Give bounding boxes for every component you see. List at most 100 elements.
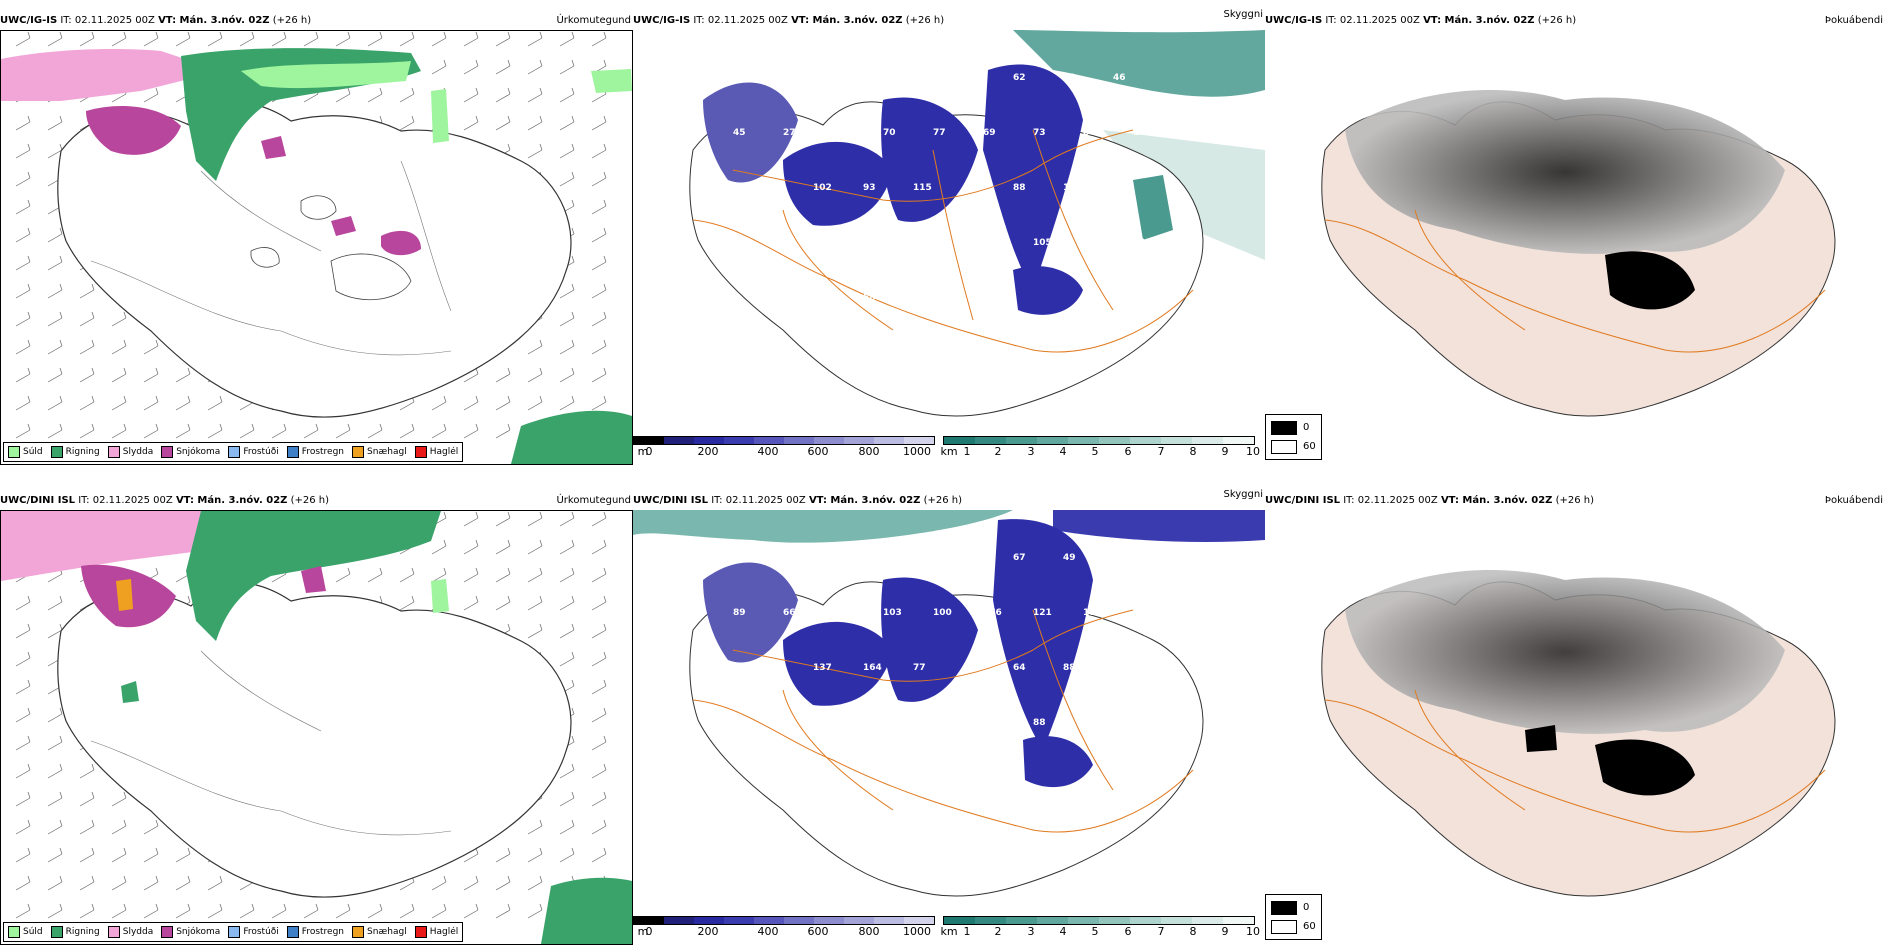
ceiling-value-label: 102 [813, 183, 832, 193]
legend-swatch [50, 446, 63, 458]
visibility-colorbar-swatches [943, 916, 1255, 925]
legend-item: Snæhagl [352, 446, 407, 458]
ceiling-value-label: 45 [733, 128, 746, 138]
legend-swatch [414, 446, 427, 458]
init-time: IT: 02.11.2025 00Z [1325, 15, 1420, 26]
fog-legend-label: 0 [1303, 902, 1310, 913]
legend-label: Snjókoma [176, 447, 221, 457]
ceiling-value-label: 66 [783, 608, 796, 618]
tick-label: 3 [1027, 925, 1035, 938]
model-name: UWC/IG-IS [1265, 15, 1323, 26]
tick-label: 10 [1246, 445, 1260, 458]
legend-label: Slydda [122, 927, 154, 937]
ceiling-value-label: 103 [883, 608, 902, 618]
fog-map [1265, 30, 1900, 465]
tick-label: 6 [1124, 445, 1132, 458]
legend-label: Súld [23, 447, 43, 457]
ceiling-value-label: 87 [963, 663, 976, 673]
legend-item: Haglél [414, 446, 458, 458]
ceiling-value-label: 12 [913, 293, 926, 303]
tick-label: 1000 [903, 445, 931, 458]
tick-label: 800 [858, 925, 880, 938]
legend-swatch [352, 926, 365, 938]
tick-label: 1000 [903, 925, 931, 938]
valid-time: VT: Mán. 3.nóv. 02Z [808, 495, 921, 506]
ceiling-value-label: 148 [833, 128, 852, 138]
ceiling-map-svg: 60 55 183 382 155 209 62 51 46 45 274 148 70 77 69 73 84… [689, 30, 1265, 417]
panel-title: Þokuábendi [1824, 15, 1883, 26]
legend-label: Frostregn [301, 927, 345, 937]
iceland-coastline [57, 582, 572, 898]
tick-label: 8 [1189, 925, 1197, 938]
fog-swatch-black [1271, 420, 1297, 435]
ceiling-value-label: 176 [983, 608, 1002, 618]
ceiling-value-label: 126 [813, 293, 832, 303]
tick-label: 5 [1091, 445, 1099, 458]
legend-swatch [228, 446, 241, 458]
model-name: UWC/DINI ISL [0, 495, 76, 506]
ceiling-value-label: 110 [1133, 128, 1152, 138]
valid-time: VT: Mán. 3.nóv. 02Z [791, 15, 903, 26]
legend-label: Rigning [65, 927, 100, 937]
precip-map: Súld Rigning Slydda Snjókoma Frostúði Fr… [0, 510, 633, 945]
ceiling-value-label: 88 [1033, 718, 1046, 728]
tick-label: 4 [1059, 925, 1067, 938]
valid-time: VT: Mán. 3.nóv. 02Z [1423, 15, 1535, 26]
precip-type-panel-top: UWC/IG-IS IT: 02.11.2025 00Z VT: Mán. 3.… [0, 12, 633, 465]
legend-swatch [414, 926, 427, 938]
panel-title: Úrkomutegund [556, 15, 631, 26]
tick-label: 8 [1189, 445, 1197, 458]
ceiling-visibility-panel-top: UWC/IG-IS IT: 02.11.2025 00Z VT: Mán. 3.… [633, 9, 1265, 465]
tick-label: 10 [1246, 925, 1260, 938]
ceiling-value-label: 70 [883, 128, 896, 138]
tick-label: 400 [757, 925, 779, 938]
legend-item: Frostregn [286, 926, 345, 938]
ceiling-value-label: 67 [963, 183, 976, 193]
legend-label: Súld [23, 927, 43, 937]
legend-swatch [107, 446, 120, 458]
init-time: IT: 02.11.2025 00Z [60, 15, 155, 26]
ceiling-value-label: 137 [813, 663, 832, 673]
ceiling-value-label: 61 [813, 553, 826, 563]
ceiling-value-labels: 251 83 61 48 206 163 67 49 43 89 66 57 103 100 176 121 1… [713, 553, 1152, 728]
tick-label: 0 [645, 445, 653, 458]
legend-label: Snæhagl [367, 927, 407, 937]
fog-legend: 0 60 [1265, 894, 1322, 940]
ceiling-value-label: 172 [713, 293, 732, 303]
ceiling-value-label: 109 [933, 718, 952, 728]
ceiling-value-label: 43 [1113, 553, 1126, 563]
ceiling-value-label: 163 [963, 553, 982, 563]
ceiling-value-label: 887 [763, 663, 782, 673]
tick-label: 9 [1221, 445, 1229, 458]
fog-legend-label: 60 [1303, 921, 1316, 932]
ceiling-value-label: 73 [1033, 128, 1046, 138]
legend-item: Slydda [107, 926, 154, 938]
fog-legend: 0 60 [1265, 414, 1322, 460]
legend-swatch [107, 926, 120, 938]
unit-label: km [940, 445, 958, 458]
lead-time: (+26 h) [923, 495, 963, 506]
tick-label: 200 [697, 445, 719, 458]
valid-time: VT: Mán. 3.nóv. 02Z [1440, 495, 1553, 506]
tick-label: 600 [807, 925, 829, 938]
ceiling-value-label: 51 [1063, 73, 1076, 83]
ceiling-value-label: 322 [1133, 238, 1152, 248]
ceiling-colorbar-ticks: m 0 200 400 600 800 1000 [633, 445, 935, 459]
precip-areas [1, 48, 632, 464]
low-ceiling-areas [703, 64, 1173, 315]
tick-label: 1 [963, 445, 971, 458]
legend-item: Súld [8, 446, 43, 458]
legend-swatch [352, 446, 365, 458]
fog-legend-row: 60 [1271, 917, 1316, 936]
ceiling-value-label: 100 [933, 608, 952, 618]
tick-label: 800 [858, 445, 880, 458]
ceiling-value-label: 49 [1063, 553, 1076, 563]
panel-header: UWC/IG-IS IT: 02.11.2025 00Z VT: Mán. 3.… [1265, 12, 1900, 30]
fog-swatch-black [1271, 900, 1297, 915]
legend-item: Snæhagl [352, 926, 407, 938]
legend-item: Slydda [107, 446, 153, 458]
ceiling-value-label: 84 [1083, 128, 1096, 138]
ceiling-map-svg: 251 83 61 48 206 163 67 49 43 89 66 57 103 100 176 121 1… [633, 510, 1265, 897]
init-time: IT: 02.11.2025 00Z [78, 495, 173, 506]
tick-label: 7 [1157, 445, 1165, 458]
